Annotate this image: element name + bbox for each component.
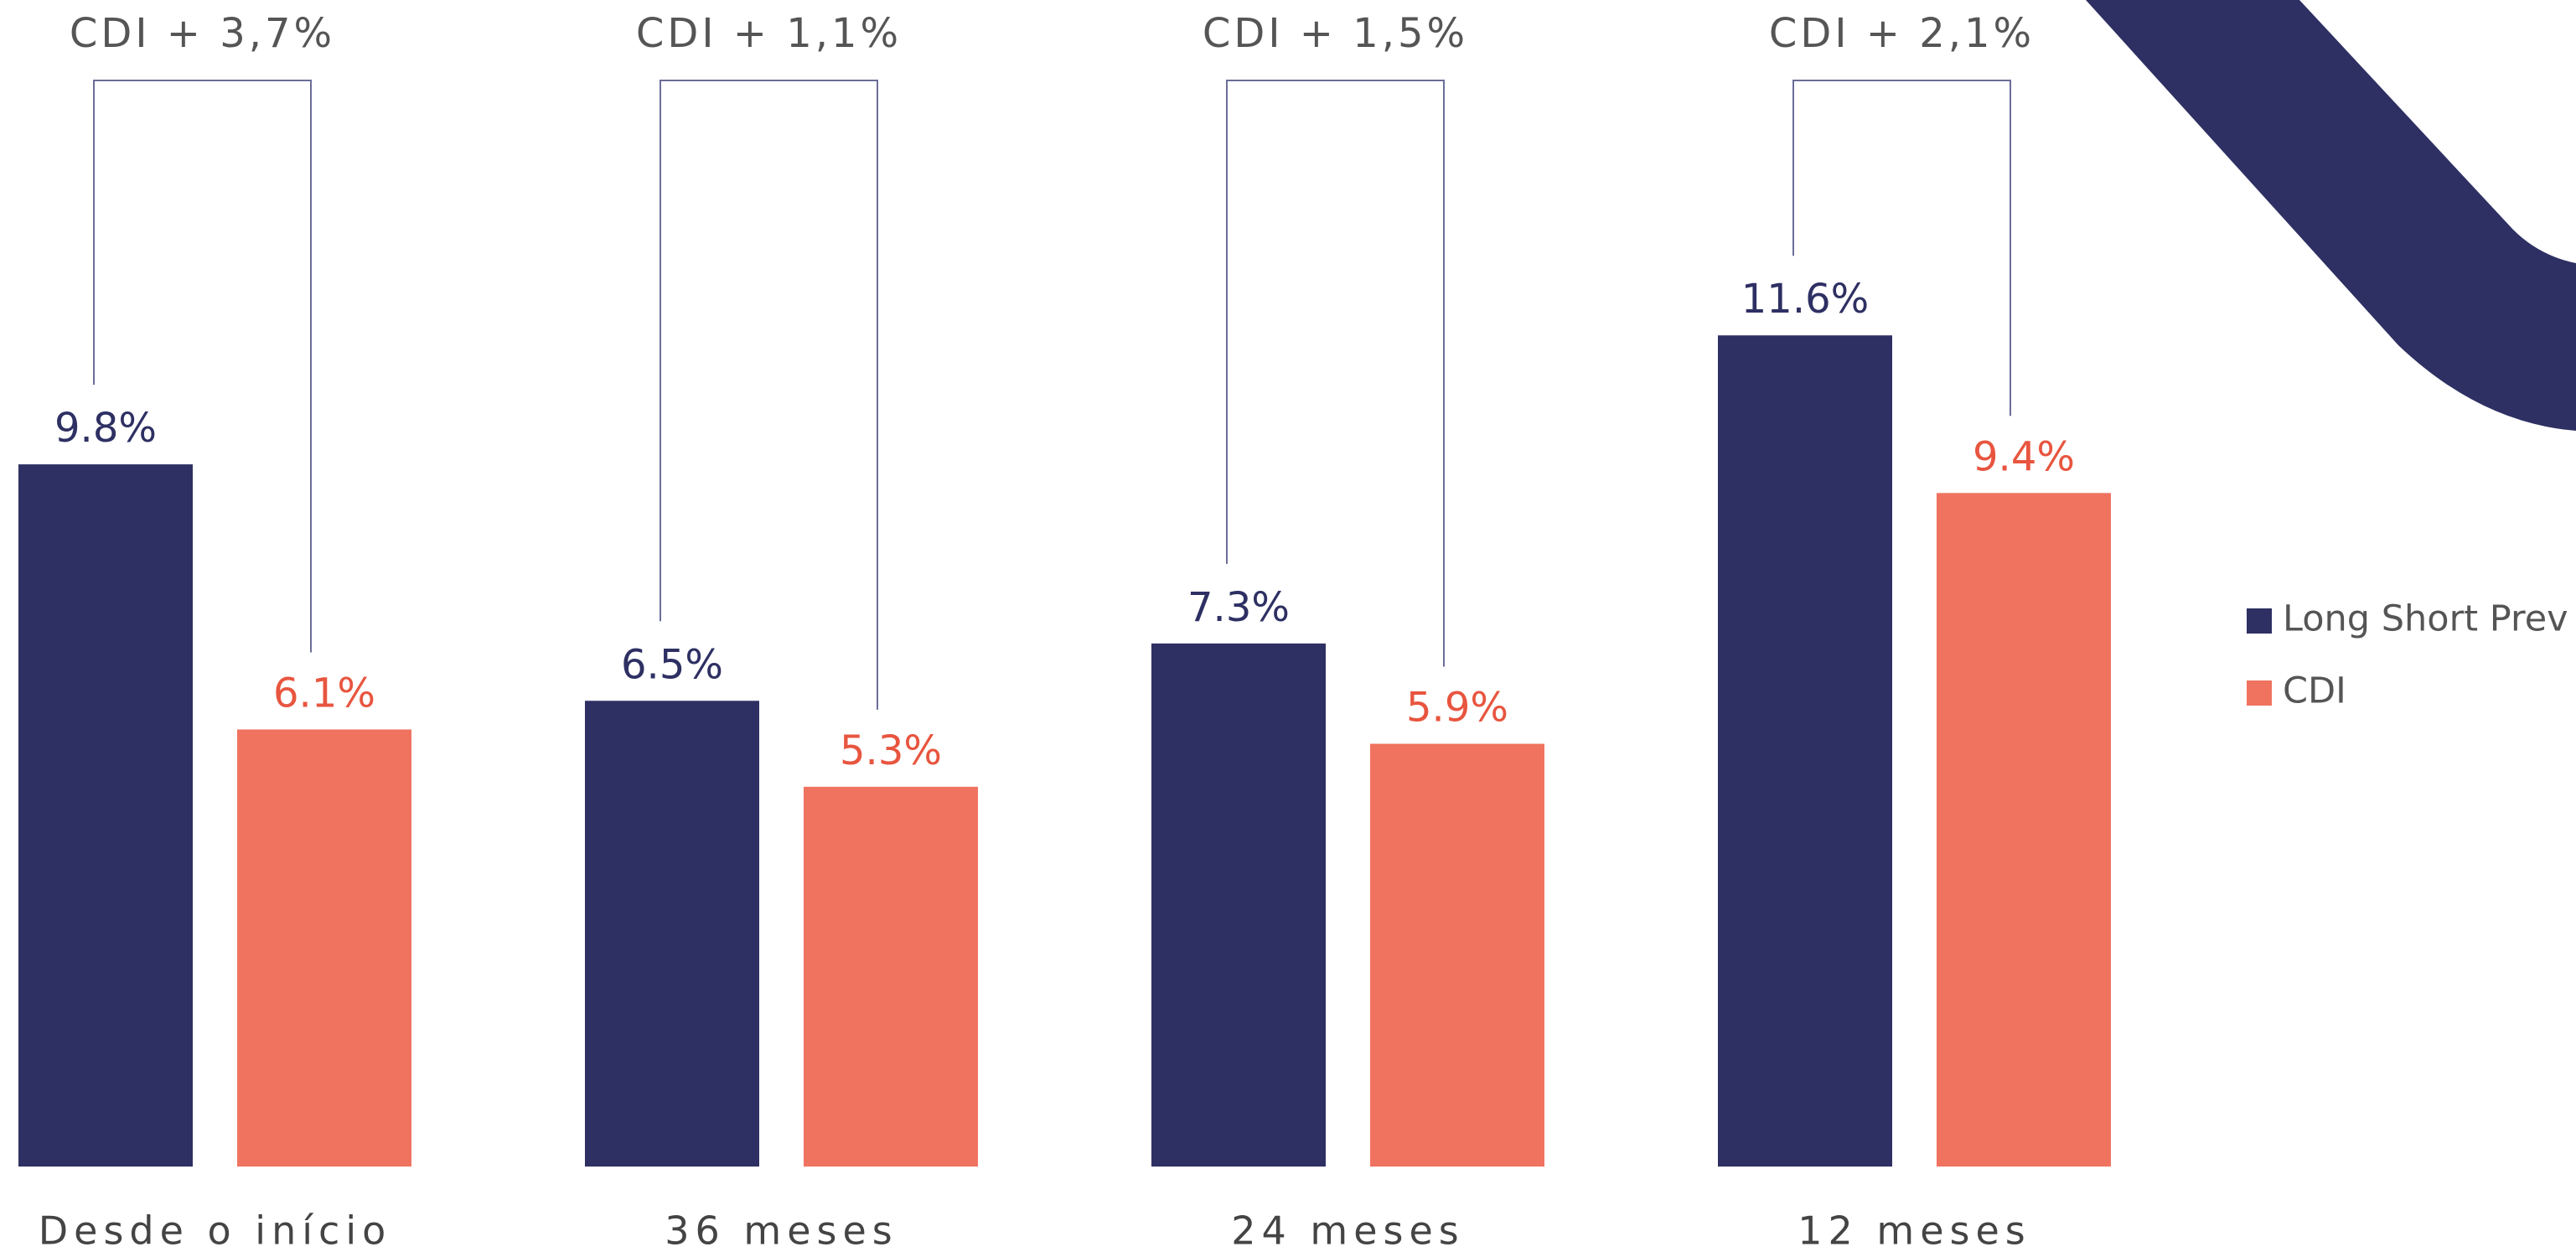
bar bbox=[804, 786, 978, 1167]
x-tick-label: Desde o início bbox=[39, 1208, 392, 1252]
bar bbox=[1151, 643, 1326, 1167]
x-tick-label: 36 meses bbox=[665, 1208, 898, 1252]
bar bbox=[1937, 493, 2111, 1167]
annotation: CDI + 3,7% bbox=[70, 10, 335, 57]
annotation: CDI + 2,1% bbox=[1769, 10, 2035, 57]
x-tick-label: 24 meses bbox=[1231, 1208, 1465, 1252]
legend-label: CDI bbox=[2283, 670, 2346, 712]
value-label: 6.1% bbox=[273, 670, 375, 717]
bar bbox=[585, 701, 759, 1167]
legend-swatch bbox=[2247, 608, 2272, 634]
bracket bbox=[1792, 80, 2011, 416]
legend-label: Long Short Prev bbox=[2283, 598, 2568, 640]
value-label: 7.3% bbox=[1187, 584, 1290, 631]
bar bbox=[18, 464, 193, 1167]
value-label: 6.5% bbox=[621, 641, 723, 688]
bracket bbox=[93, 80, 312, 653]
bracket bbox=[1226, 80, 1445, 667]
x-tick-label: 12 meses bbox=[1798, 1208, 2031, 1252]
bar bbox=[1718, 335, 1892, 1167]
value-label: 5.9% bbox=[1406, 685, 1508, 732]
legend-swatch bbox=[2247, 680, 2272, 706]
decoration bbox=[2086, 0, 2576, 431]
bracket bbox=[660, 80, 878, 710]
value-label: 9.8% bbox=[54, 405, 157, 452]
bar bbox=[1370, 743, 1544, 1167]
annotation: CDI + 1,1% bbox=[636, 10, 902, 57]
value-label: 11.6% bbox=[1741, 276, 1869, 323]
annotation: CDI + 1,5% bbox=[1203, 10, 1468, 57]
bar bbox=[237, 729, 411, 1167]
value-label: 5.3% bbox=[840, 727, 942, 774]
value-label: 9.4% bbox=[1973, 433, 2075, 480]
